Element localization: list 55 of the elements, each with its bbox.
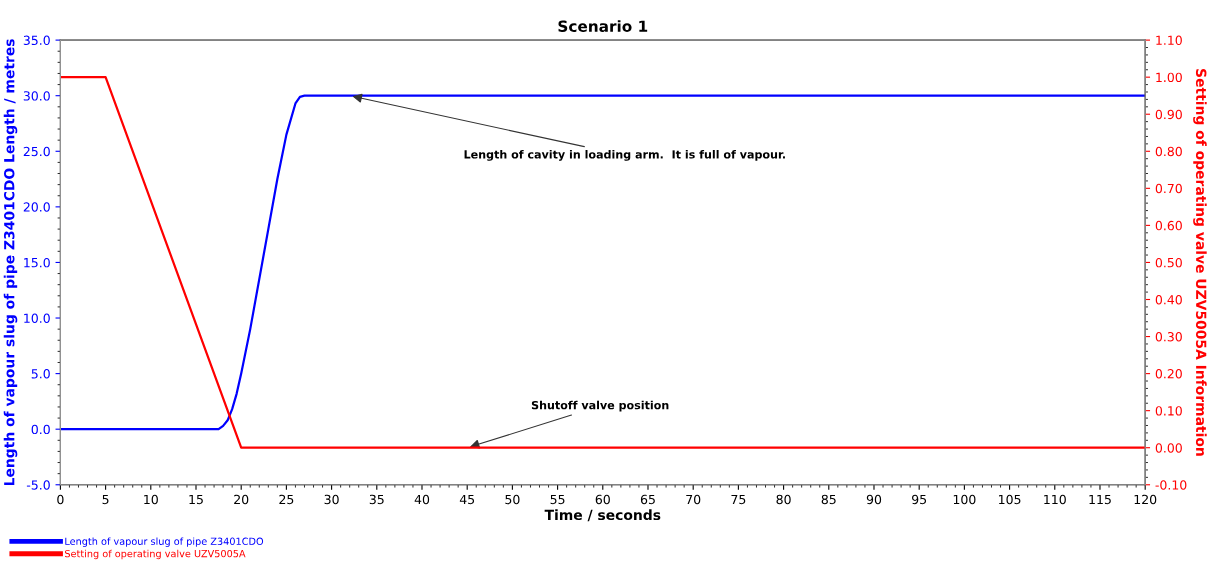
x-tick-label: 75 bbox=[731, 494, 746, 505]
y-tick-label: 0.0 bbox=[31, 424, 50, 435]
x-tick-label: 80 bbox=[776, 494, 791, 505]
chart-title: Scenario 1 bbox=[558, 20, 648, 32]
x-tick-label: 50 bbox=[505, 494, 520, 505]
x-tick-label: 65 bbox=[640, 494, 655, 505]
y2-tick-label: 0.00 bbox=[1155, 443, 1182, 453]
y2-tick-label: 0.80 bbox=[1155, 146, 1182, 157]
annotation: Length of cavity in loading arm. It is full of vapour. bbox=[464, 150, 785, 161]
y2-tick-label: 0.60 bbox=[1155, 220, 1182, 231]
x-tick-label: 10 bbox=[144, 494, 158, 505]
x-tick-label: 110 bbox=[1044, 494, 1066, 505]
x-tick-label: 60 bbox=[595, 494, 610, 505]
y2-tick-label: 0.30 bbox=[1155, 332, 1182, 342]
x-tick-label: 85 bbox=[821, 494, 836, 505]
y-tick-label: 30.0 bbox=[23, 91, 50, 101]
x-tick-label: 55 bbox=[550, 494, 565, 505]
y2-tick-label: 0.70 bbox=[1155, 183, 1182, 194]
y2-tick-label: 0.10 bbox=[1155, 406, 1182, 416]
x-tick-label: 95 bbox=[912, 494, 927, 505]
x-axis-title: Time / seconds bbox=[544, 509, 661, 522]
text: Length of vapour slug of pipe Z3401CDO bbox=[65, 537, 264, 547]
x-tick-label: 105 bbox=[999, 494, 1021, 505]
x-tick-label: 35 bbox=[369, 494, 384, 505]
y-tick-label: 10.0 bbox=[24, 313, 50, 323]
x-tick-label: 15 bbox=[189, 494, 203, 505]
y-axis-title: Length of vapour slug of pipe Z3401CDO Length / metres bbox=[3, 39, 18, 486]
y2-tick-label: 1.10 bbox=[1156, 35, 1182, 46]
x-tick-label: 20 bbox=[234, 494, 249, 505]
y2-axis-title: Setting of operating valve UZV5005A Information bbox=[1193, 69, 1207, 456]
y2-tick-label: 0.20 bbox=[1155, 369, 1182, 379]
x-tick-label: 100 bbox=[953, 494, 976, 505]
y-tick-label: 15.0 bbox=[24, 257, 50, 268]
y2-tick-label: -0.10 bbox=[1155, 480, 1187, 490]
x-tick-label: 45 bbox=[459, 494, 475, 505]
y-tick-label: -5.0 bbox=[26, 480, 50, 490]
y-tick-label: 5.0 bbox=[31, 369, 50, 379]
x-tick-label: 90 bbox=[866, 494, 882, 505]
x-tick-label: 30 bbox=[324, 494, 339, 505]
x-tick-label: 120 bbox=[1134, 494, 1157, 505]
y-tick-label: 25.0 bbox=[23, 146, 50, 157]
y-tick-label: 35.0 bbox=[23, 35, 50, 46]
x-tick-label: 40 bbox=[414, 494, 430, 505]
y2-tick-label: 0.90 bbox=[1155, 109, 1182, 120]
x-tick-label: 70 bbox=[686, 494, 701, 505]
x-tick-label: 0 bbox=[57, 494, 64, 505]
y-tick-label: 20.0 bbox=[23, 202, 50, 212]
x-tick-label: 115 bbox=[1089, 494, 1111, 505]
y2-tick-label: 0.40 bbox=[1155, 294, 1182, 305]
annotation: Shutoff valve position bbox=[531, 400, 669, 412]
y2-tick-label: 0.50 bbox=[1155, 257, 1182, 268]
y2-tick-label: 1.00 bbox=[1156, 72, 1182, 83]
text: Setting of operating valve UZV5005A bbox=[65, 549, 246, 560]
x-tick-label: 5 bbox=[102, 494, 109, 505]
x-tick-label: 25 bbox=[279, 494, 294, 505]
